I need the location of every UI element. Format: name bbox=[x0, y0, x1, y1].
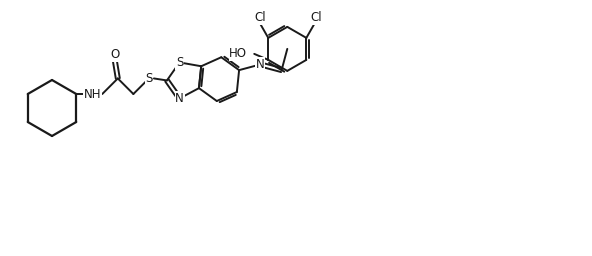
Text: S: S bbox=[145, 72, 153, 85]
Text: HO: HO bbox=[229, 47, 247, 60]
Text: Cl: Cl bbox=[255, 11, 266, 24]
Text: O: O bbox=[110, 48, 120, 61]
Text: Cl: Cl bbox=[311, 11, 322, 24]
Text: NH: NH bbox=[83, 88, 101, 101]
Text: N: N bbox=[175, 92, 184, 105]
Text: S: S bbox=[176, 56, 183, 69]
Text: N: N bbox=[256, 58, 265, 71]
